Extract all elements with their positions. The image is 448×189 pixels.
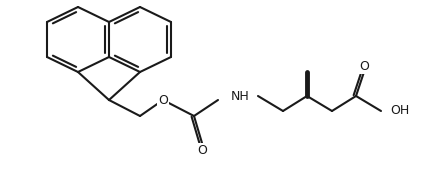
Text: O: O: [158, 94, 168, 106]
Text: O: O: [359, 60, 369, 74]
Text: OH: OH: [390, 105, 409, 118]
Text: NH: NH: [231, 90, 250, 102]
Text: O: O: [197, 143, 207, 156]
